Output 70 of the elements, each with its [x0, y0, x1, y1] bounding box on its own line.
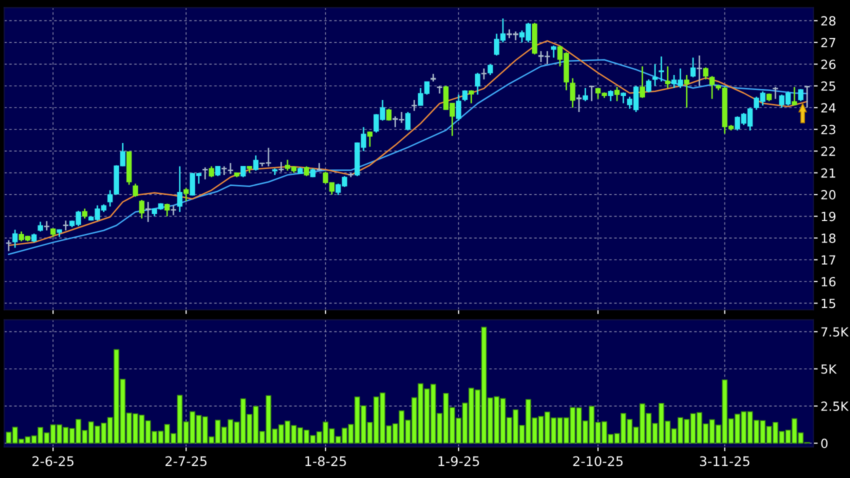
candlestick [6, 240, 12, 252]
candlestick [772, 86, 778, 100]
x-tick-label: 1-8-25 [305, 456, 346, 466]
candlestick [456, 94, 462, 122]
candlestick [304, 166, 310, 177]
x-tick-label: 2-7-25 [166, 456, 207, 466]
candlestick [82, 208, 88, 220]
candlestick [804, 85, 810, 108]
x-tick-label: 2-10-25 [573, 456, 623, 466]
y-tick-label: 26 [821, 60, 836, 70]
candlestick [665, 66, 670, 89]
y-tick-label: 20 [821, 190, 836, 200]
candlestick [703, 66, 708, 80]
candlestick [570, 78, 576, 108]
candlestick [709, 75, 715, 100]
candlestick [202, 166, 208, 180]
candlestick [240, 166, 246, 178]
candlestick [170, 204, 176, 216]
y-tick-label: 23 [821, 124, 836, 134]
candlestick [640, 66, 645, 99]
y-tick-label: 5K [821, 364, 837, 374]
y-tick-label: 18 [822, 233, 836, 243]
candlestick [608, 90, 614, 102]
candlestick [468, 90, 474, 104]
candlestick [684, 74, 690, 108]
candlestick [228, 162, 234, 175]
y-tick-label: 25 [821, 81, 836, 91]
candlestick [12, 229, 18, 248]
y-tick-label: 22 [821, 146, 836, 156]
y-tick-label: 15 [822, 298, 836, 308]
candlestick [215, 166, 220, 177]
candlestick [551, 44, 556, 58]
candlestick [488, 63, 493, 76]
candlestick [183, 187, 189, 202]
y-tick-label: 16 [822, 276, 836, 286]
y-tick-label: 17 [822, 255, 836, 265]
y-tick-label: 7.5K [821, 327, 849, 337]
candlestick [177, 166, 182, 213]
y-tick-label: 24 [821, 103, 836, 112]
candlestick [367, 130, 373, 148]
candlestick [576, 94, 582, 113]
y-tick-label: 21 [821, 168, 836, 178]
candlestick [44, 220, 50, 232]
candlestick [792, 86, 798, 106]
y-tick-label: 27 [821, 38, 836, 48]
candlestick [38, 221, 43, 232]
y-tick-label: 28 [821, 16, 836, 26]
candlestick [582, 87, 588, 102]
candlestick [614, 86, 620, 102]
candlestick [208, 166, 214, 178]
candlestick [139, 199, 144, 220]
candlestick [646, 78, 652, 94]
candlestick [132, 182, 138, 198]
candlestick [405, 111, 411, 132]
candlestick [690, 56, 696, 78]
x-tick-label: 2-6-25 [32, 456, 74, 466]
candlestick [474, 72, 480, 96]
candlestick [462, 90, 468, 102]
candlestick [164, 202, 170, 217]
y-tick-label: 0 [821, 438, 828, 448]
y-tick-label: 19 [822, 212, 836, 222]
candlestick [798, 88, 804, 102]
x-tick-label: 3-11-25 [700, 456, 750, 466]
candlestick [63, 220, 68, 232]
candlestick [253, 154, 258, 172]
candlestick [658, 56, 664, 82]
y-tick-label: 2.5K [821, 402, 849, 411]
candlestick [696, 54, 702, 87]
candlestick [481, 68, 487, 80]
x-tick-label: 1-9-25 [438, 456, 479, 466]
